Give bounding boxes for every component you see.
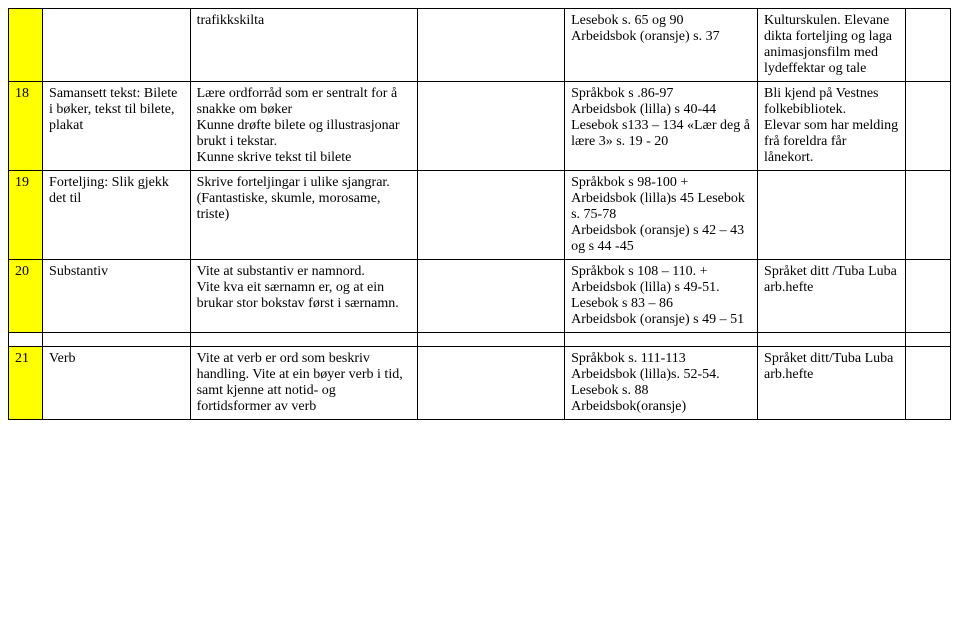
- blank-cell: [417, 9, 565, 82]
- row-number: 21: [9, 347, 43, 420]
- spacer-cell: [190, 333, 417, 347]
- resources-cell: Lesebok s. 65 og 90 Arbeidsbok (oransje)…: [565, 9, 758, 82]
- spacer-cell: [9, 333, 43, 347]
- blank-cell: [417, 260, 565, 333]
- resources-cell: Språkbok s .86-97 Arbeidsbok (lilla) s 4…: [565, 82, 758, 171]
- notes-cell: Kulturskulen. Elevane dikta forteljing o…: [758, 9, 906, 82]
- goals-cell: Vite at verb er ord som beskriv handling…: [190, 347, 417, 420]
- extra-cell: [905, 82, 950, 171]
- table-row: 19Forteljing: Slik gjekk det tilSkrive f…: [9, 171, 951, 260]
- row-number: 20: [9, 260, 43, 333]
- blank-cell: [417, 347, 565, 420]
- topic-cell: Samansett tekst: Bilete i bøker, tekst t…: [43, 82, 191, 171]
- topic-cell: Substantiv: [43, 260, 191, 333]
- spacer-cell: [758, 333, 906, 347]
- notes-cell: Språket ditt/Tuba Luba arb.hefte: [758, 347, 906, 420]
- notes-cell: [758, 171, 906, 260]
- table-row: trafikkskilta Lesebok s. 65 og 90 Arbeids…: [9, 9, 951, 82]
- resources-cell: Språkbok s 98-100 + Arbeidsbok (lilla)s …: [565, 171, 758, 260]
- topic-cell: Verb: [43, 347, 191, 420]
- spacer-cell: [905, 333, 950, 347]
- spacer-row: [9, 333, 951, 347]
- table-row: 20SubstantivVite at substantiv er namnor…: [9, 260, 951, 333]
- blank-cell: [417, 82, 565, 171]
- resources-cell: Språkbok s. 111-113 Arbeidsbok (lilla)s.…: [565, 347, 758, 420]
- topic-cell: Forteljing: Slik gjekk det til: [43, 171, 191, 260]
- curriculum-table: trafikkskilta Lesebok s. 65 og 90 Arbeids…: [8, 8, 951, 420]
- row-number: [9, 9, 43, 82]
- row-number: 18: [9, 82, 43, 171]
- extra-cell: [905, 260, 950, 333]
- table-row: 21VerbVite at verb er ord som beskriv ha…: [9, 347, 951, 420]
- blank-cell: [417, 171, 565, 260]
- resources-cell: Språkbok s 108 – 110. + Arbeidsbok (lill…: [565, 260, 758, 333]
- goals-cell: Skrive forteljingar i ulike sjangrar. (F…: [190, 171, 417, 260]
- extra-cell: [905, 347, 950, 420]
- spacer-cell: [417, 333, 565, 347]
- notes-cell: Bli kjend på Vestnes folkebibliotek. Ele…: [758, 82, 906, 171]
- topic-cell: [43, 9, 191, 82]
- notes-cell: Språket ditt /Tuba Luba arb.hefte: [758, 260, 906, 333]
- goals-cell: trafikkskilta: [190, 9, 417, 82]
- table-row: 18Samansett tekst: Bilete i bøker, tekst…: [9, 82, 951, 171]
- extra-cell: [905, 9, 950, 82]
- row-number: 19: [9, 171, 43, 260]
- spacer-cell: [43, 333, 191, 347]
- goals-cell: Lære ordforråd som er sentralt for å sna…: [190, 82, 417, 171]
- spacer-cell: [565, 333, 758, 347]
- goals-cell: Vite at substantiv er namnord. Vite kva …: [190, 260, 417, 333]
- extra-cell: [905, 171, 950, 260]
